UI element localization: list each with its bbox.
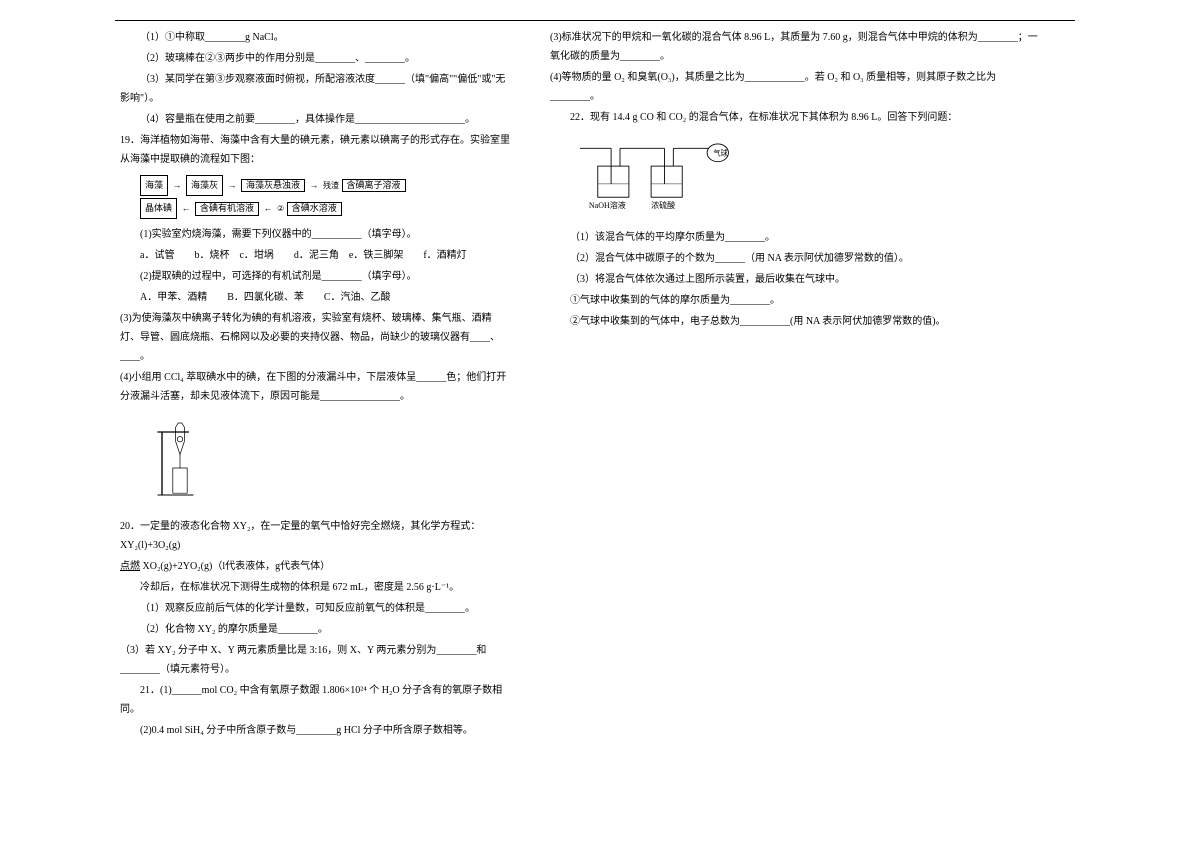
q19-2-opts: A．甲苯、酒精 B．四氯化碳、苯 C．汽油、乙酸: [120, 288, 510, 307]
separating-funnel-icon: [140, 414, 220, 504]
q20-intro: 20．一定量的液态化合物 XY₂，在一定量的氧气中恰好完全燃烧，其化学方程式：X…: [120, 517, 510, 555]
gas-apparatus-icon: 气球 NaOH溶液 浓硫酸: [570, 135, 750, 215]
q19-2: (2)提取碘的过程中，可选择的有机试剂是________（填字母）。: [120, 267, 510, 286]
q19-3: (3)为使海藻灰中碘离子转化为碘的有机溶液，实验室有烧杯、玻璃棒、集气瓶、酒精灯…: [120, 309, 510, 366]
q19-4: (4)小组用 CCl₄ 萃取碘水中的碘，在下图的分液漏斗中，下层液体呈_____…: [120, 368, 510, 406]
q22-1: （1）该混合气体的平均摩尔质量为________。: [550, 228, 1040, 247]
q18-3: （3）某同学在第③步观察液面时俯视，所配溶液浓度______（填"偏高""偏低"…: [120, 70, 510, 108]
q22-intro: 22．现有 14.4 g CO 和 CO₂ 的混合气体，在标准状况下其体积为 8…: [550, 108, 1040, 127]
q18-4: （4）容量瓶在使用之前要________，具体操作是______________…: [120, 110, 510, 129]
svg-text:NaOH溶液: NaOH溶液: [589, 200, 626, 210]
q21-2: (2)0.4 mol SiH₄ 分子中所含原子数与________g HCl 分…: [120, 721, 510, 740]
q22-3a: ①气球中收集到的气体的摩尔质量为________。: [550, 291, 1040, 310]
svg-text:气球: 气球: [713, 148, 727, 157]
q18-1: （1）①中称取________g NaCl。: [120, 28, 510, 47]
q20-cool: 冷却后，在标准状况下测得生成物的体积是 672 mL，密度是 2.56 g·L⁻…: [120, 578, 510, 597]
q22-3b: ②气球中收集到的气体中，电子总数为__________(用 NA 表示阿伏加德罗…: [550, 312, 1040, 331]
q20-1: （1）观察反应前后气体的化学计量数，可知反应前氧气的体积是________。: [120, 599, 510, 618]
q20-3: （3）若 XY₂ 分子中 X、Y 两元素质量比是 3:16，则 X、Y 两元素分…: [120, 641, 510, 679]
q21-4: (4)等物质的量 O₂ 和臭氧(O₃)，其质量之比为____________。若…: [550, 68, 1040, 106]
left-column: （1）①中称取________g NaCl。 （2）玻璃棒在②③两步中的作用分别…: [20, 28, 510, 742]
svg-text:浓硫酸: 浓硫酸: [651, 200, 675, 210]
q19-1-opts: a．试管 b．烧杯 c．坩埚 d．泥三角 e．铁三脚架 f．酒精灯: [120, 246, 510, 265]
q22-3: （3）将混合气体依次通过上图所示装置，最后收集在气球中。: [550, 270, 1040, 289]
q19-1: (1)实验室灼烧海藻，需要下列仪器中的__________（填字母）。: [120, 225, 510, 244]
q18-2: （2）玻璃棒在②③两步中的作用分别是________、________。: [120, 49, 510, 68]
flow-diagram: 海藻 → 海藻灰 → 海藻灰悬浊液 → 残渣 含碘离子溶液 晶体碘 ← 含碘有机…: [140, 175, 510, 219]
q20-eq: 点燃 XO₂(g)+2YO₂(g)（l代表液体，g代表气体）: [120, 557, 510, 576]
q22-2: （2）混合气体中碳原子的个数为______（用 NA 表示阿伏加德罗常数的值）。: [550, 249, 1040, 268]
q19-intro: 19．海洋植物如海带、海藻中含有大量的碘元素，碘元素以碘离子的形式存在。实验室里…: [120, 131, 510, 169]
q21-3: (3)标准状况下的甲烷和一氧化碳的混合气体 8.96 L，其质量为 7.60 g…: [550, 28, 1040, 66]
q21-1: 21．(1)______mol CO₂ 中含有氧原子数跟 1.806×10²⁴ …: [120, 681, 510, 719]
q20-2: （2）化合物 XY₂ 的摩尔质量是________。: [120, 620, 510, 639]
right-column: (3)标准状况下的甲烷和一氧化碳的混合气体 8.96 L，其质量为 7.60 g…: [550, 28, 1040, 742]
